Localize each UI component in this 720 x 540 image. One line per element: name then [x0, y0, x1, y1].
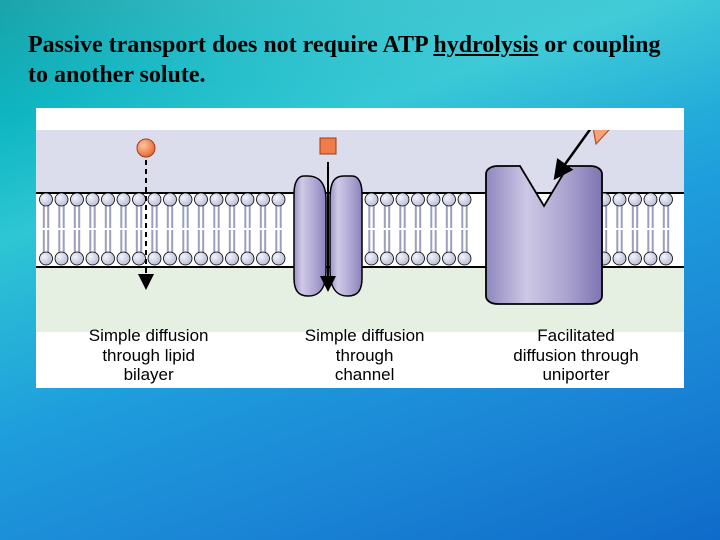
- channel-left-lobe: [294, 176, 326, 296]
- title-part2: or coupling: [538, 32, 660, 58]
- title-underlined: hydrolysis: [433, 32, 538, 58]
- label-simple-diffusion-channel: Simple diffusionthroughchannel: [261, 326, 468, 385]
- title-line2: to another solute.: [28, 62, 206, 88]
- uniporter-group: [486, 130, 620, 304]
- slide: Passive transport does not require ATP h…: [0, 0, 720, 540]
- channel-molecule-icon: [320, 138, 336, 154]
- title-part1: Passive transport does not require ATP: [28, 32, 433, 58]
- channel-right-lobe: [330, 176, 362, 296]
- membrane-diagram: [36, 130, 684, 330]
- channel-group: [294, 138, 362, 296]
- label-facilitated-diffusion: Facilitateddiffusion throughuniporter: [468, 326, 684, 385]
- figure-panel: Simple diffusionthrough lipidbilayer Sim…: [36, 108, 684, 388]
- diagram-labels: Simple diffusionthrough lipidbilayer Sim…: [36, 326, 684, 385]
- label-simple-diffusion-bilayer: Simple diffusionthrough lipidbilayer: [36, 326, 261, 385]
- diffusion-molecule-icon: [137, 139, 155, 157]
- uniporter-body: [486, 166, 602, 304]
- uniporter-molecule-icon: [590, 130, 620, 144]
- slide-title: Passive transport does not require ATP h…: [28, 30, 688, 90]
- figure-inner: Simple diffusionthrough lipidbilayer Sim…: [36, 130, 684, 368]
